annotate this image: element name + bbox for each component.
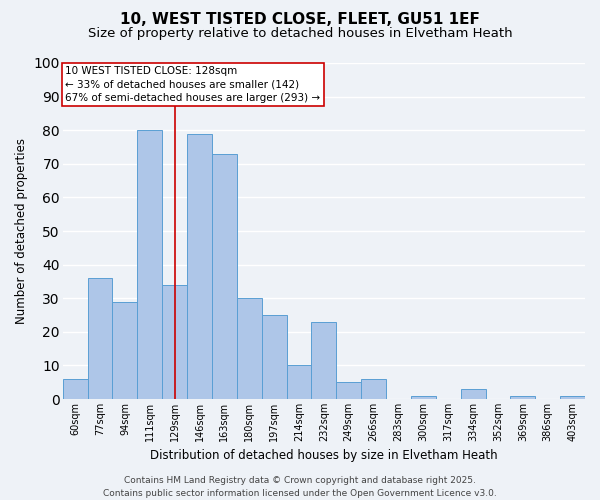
Text: Size of property relative to detached houses in Elvetham Heath: Size of property relative to detached ho… (88, 28, 512, 40)
Bar (137, 130, 162, 399)
Bar (287, 366, 311, 399)
Text: Contains HM Land Registry data © Crown copyright and database right 2025.
Contai: Contains HM Land Registry data © Crown c… (103, 476, 497, 498)
Bar (237, 298, 262, 399)
Bar (461, 389, 485, 399)
Bar (336, 382, 361, 399)
Bar (411, 396, 436, 399)
X-axis label: Distribution of detached houses by size in Elvetham Heath: Distribution of detached houses by size … (150, 450, 497, 462)
Bar (63, 379, 88, 399)
Bar (560, 396, 585, 399)
Bar (88, 278, 112, 399)
Bar (112, 302, 137, 399)
Bar (187, 134, 212, 399)
Bar (262, 315, 287, 399)
Text: 10, WEST TISTED CLOSE, FLEET, GU51 1EF: 10, WEST TISTED CLOSE, FLEET, GU51 1EF (120, 12, 480, 28)
Text: 10 WEST TISTED CLOSE: 128sqm
← 33% of detached houses are smaller (142)
67% of s: 10 WEST TISTED CLOSE: 128sqm ← 33% of de… (65, 66, 320, 103)
Bar (212, 154, 237, 399)
Bar (162, 285, 187, 399)
Bar (311, 322, 336, 399)
Bar (511, 396, 535, 399)
Bar (361, 379, 386, 399)
Y-axis label: Number of detached properties: Number of detached properties (15, 138, 28, 324)
